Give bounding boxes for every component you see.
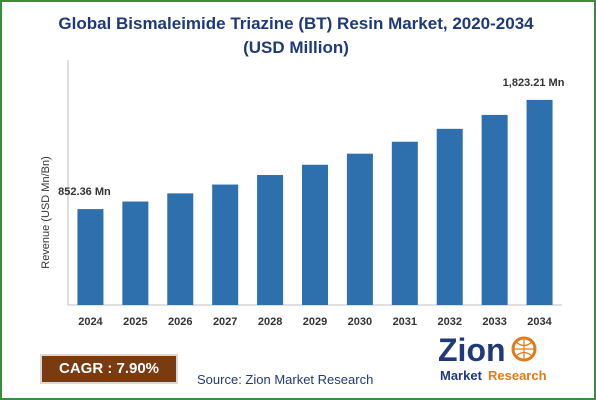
logo-word-market: Market <box>440 368 483 383</box>
x-tick-label-2028: 2028 <box>258 316 282 328</box>
bar-2032 <box>436 128 463 305</box>
x-tick-label-2032: 2032 <box>437 316 461 328</box>
chart-title-line2: (USD Million) <box>243 38 349 57</box>
chart-title: Global Bismaleimide Triazine (BT) Resin … <box>0 12 592 60</box>
bar-2026 <box>167 193 194 305</box>
x-tick-label-2026: 2026 <box>168 316 192 328</box>
logo-word-zion: Zion <box>438 332 506 368</box>
x-tick-label-2034: 2034 <box>527 316 552 328</box>
bar-2031 <box>391 141 418 305</box>
y-axis-label: Revenue (USD Mn/Bn) <box>40 156 52 269</box>
x-tick-label-2030: 2030 <box>348 316 372 328</box>
logo-word-research: Research <box>488 368 547 383</box>
bar-2024 <box>77 209 104 305</box>
source-note: Source: Zion Market Research <box>197 372 374 387</box>
bar-2025 <box>122 201 149 305</box>
x-tick-label-2027: 2027 <box>213 316 237 328</box>
chart-title-line1: Global Bismaleimide Triazine (BT) Resin … <box>58 14 534 33</box>
x-tick-label-2025: 2025 <box>123 316 147 328</box>
cagr-badge: CAGR : 7.90% <box>40 354 178 384</box>
x-tick-label-2033: 2033 <box>482 316 506 328</box>
data-label-2034: 1,823.21 Mn <box>503 77 565 89</box>
x-tick-label-2029: 2029 <box>303 316 327 328</box>
data-label-2024: 852.36 Mn <box>58 186 111 198</box>
bar-2027 <box>212 184 239 305</box>
bar-2034 <box>526 99 553 305</box>
x-tick-label-2031: 2031 <box>393 316 417 328</box>
bar-2028 <box>257 175 284 305</box>
bar-2030 <box>346 153 373 305</box>
bar-2033 <box>481 114 508 305</box>
x-tick-label-2024: 2024 <box>78 316 103 328</box>
bar-2029 <box>302 164 328 305</box>
zion-logo: Zion Market Research <box>438 332 547 383</box>
